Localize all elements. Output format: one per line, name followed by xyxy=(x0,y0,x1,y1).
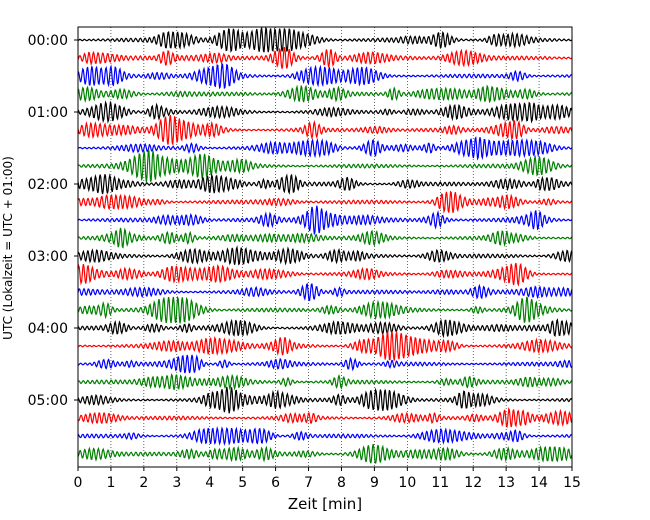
y-axis-title: UTC (Lokalzeit = UTC + 01:00) xyxy=(1,156,15,340)
x-tick-label: 6 xyxy=(271,475,280,491)
seismic-trace xyxy=(77,262,573,287)
y-axis-ticks: 00:00 01:00 02:00 03:00 04:00 05:00 xyxy=(28,33,78,409)
x-tick-label: 7 xyxy=(304,475,313,491)
y-tick-label: 01:00 xyxy=(28,105,68,121)
seismic-trace xyxy=(77,100,573,124)
x-axis-ticks: 0 1 2 3 4 5 6 7 8 9 10 11 12 13 14 15 xyxy=(74,467,581,491)
x-tick-label: 5 xyxy=(238,475,247,491)
y-tick-label: 03:00 xyxy=(28,249,68,265)
x-tick-label: 13 xyxy=(497,475,515,491)
x-tick-label: 4 xyxy=(205,475,214,491)
x-tick-label: 10 xyxy=(398,475,416,491)
x-tick-label: 11 xyxy=(431,475,449,491)
y-tick-label: 02:00 xyxy=(28,177,68,193)
seismic-trace xyxy=(77,373,573,391)
seismic-trace xyxy=(77,318,573,339)
y-tick-label: 04:00 xyxy=(28,321,68,337)
x-tick-label: 0 xyxy=(74,475,83,491)
seismic-trace xyxy=(77,84,573,104)
seismic-trace xyxy=(77,444,573,464)
x-tick-label: 2 xyxy=(139,475,148,491)
seismic-trace xyxy=(77,136,573,161)
seismic-trace xyxy=(77,114,573,147)
seismic-trace xyxy=(77,331,573,361)
seismic-trace xyxy=(77,227,573,249)
x-tick-label: 15 xyxy=(563,475,581,491)
seismic-trace xyxy=(77,425,573,447)
x-tick-label: 9 xyxy=(370,475,379,491)
seismic-traces xyxy=(77,26,573,464)
seismic-trace xyxy=(77,406,573,429)
seismic-trace xyxy=(77,386,573,414)
seismic-trace xyxy=(77,245,573,266)
plot-frame xyxy=(77,26,573,468)
x-tick-label: 8 xyxy=(337,475,346,491)
seismic-trace xyxy=(77,282,573,302)
x-tick-label: 1 xyxy=(106,475,115,491)
y-tick-label: 05:00 xyxy=(28,393,68,409)
x-tick-label: 3 xyxy=(172,475,181,491)
x-axis-title: Zeit [min] xyxy=(288,495,362,513)
vertical-gridlines xyxy=(110,27,540,467)
seismic-trace xyxy=(77,62,573,90)
x-tick-label: 12 xyxy=(464,475,482,491)
y-tick-label: 00:00 xyxy=(28,33,68,49)
seismic-trace xyxy=(77,26,573,53)
seismic-trace xyxy=(77,149,573,183)
seismic-trace xyxy=(77,205,573,235)
seismic-trace xyxy=(77,295,573,324)
seismic-trace xyxy=(77,354,573,374)
seismic-trace xyxy=(77,172,573,195)
seismic-trace xyxy=(77,190,572,214)
seismic-trace xyxy=(77,46,573,69)
x-tick-label: 14 xyxy=(530,475,548,491)
